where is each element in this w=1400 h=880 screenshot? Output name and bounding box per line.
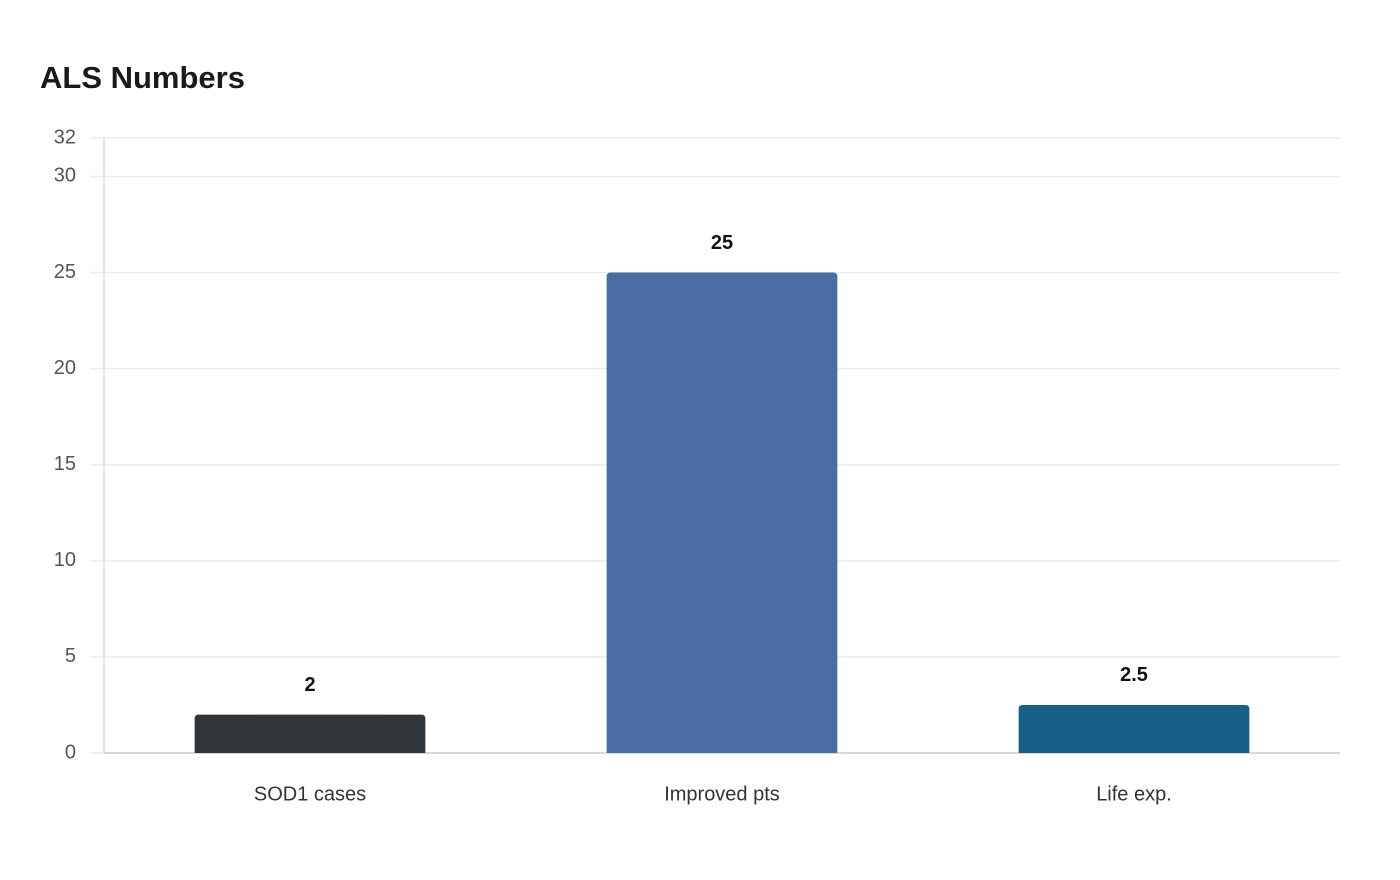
- y-tick-label: 5: [65, 645, 76, 667]
- chart-title: ALS Numbers: [40, 60, 245, 95]
- bar: [1018, 704, 1250, 753]
- x-tick-label: SOD1 cases: [254, 783, 366, 805]
- y-tick-label: 20: [54, 357, 76, 379]
- y-tick-label: 25: [54, 261, 76, 283]
- bar: [194, 714, 426, 753]
- bar: [606, 272, 838, 753]
- y-tick-label: 10: [54, 549, 76, 571]
- x-tick-label: Improved pts: [664, 783, 780, 805]
- value-label: 25: [711, 232, 733, 254]
- y-tick-label: 0: [65, 741, 76, 763]
- value-label: 2: [304, 674, 315, 696]
- x-tick-label: Life exp.: [1096, 783, 1172, 805]
- y-tick-label: 30: [54, 165, 76, 187]
- value-label: 2.5: [1120, 664, 1148, 686]
- y-tick-label: 32: [54, 126, 76, 148]
- y-tick-label: 15: [54, 453, 76, 475]
